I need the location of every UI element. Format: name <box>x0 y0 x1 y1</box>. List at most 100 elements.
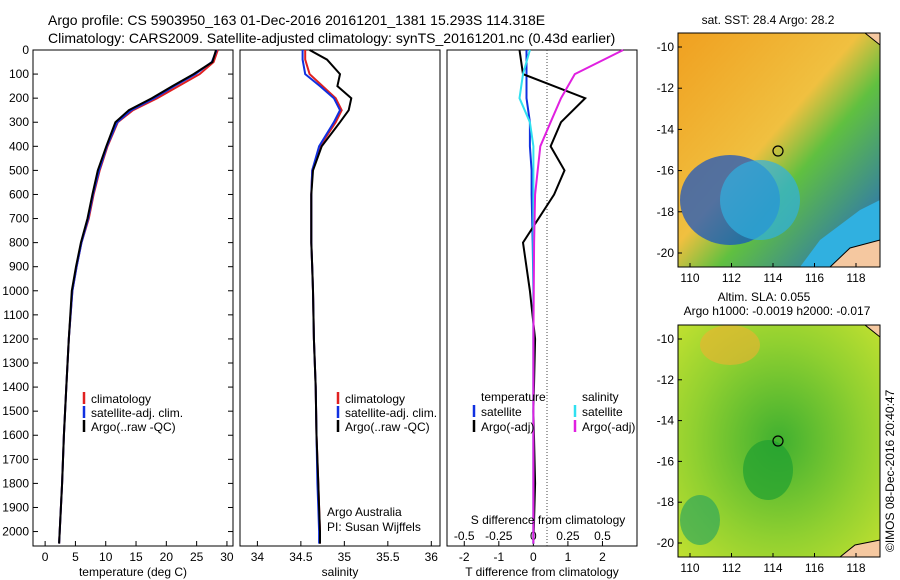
depth-tick-label: 100 <box>9 67 29 81</box>
map-x-tick-label: 110 <box>680 271 699 285</box>
depth-tick-label: 300 <box>9 115 29 129</box>
legend-temperature-title: temperature <box>481 390 546 404</box>
sst-mid-patch <box>720 160 800 240</box>
depth-tick-label: 1400 <box>2 380 29 394</box>
x-tick-label: -1 <box>493 550 504 564</box>
sla-map-title: Altim. SLA: 0.055 <box>718 290 811 304</box>
sla-high-patch <box>700 325 760 365</box>
x-tick-label: 20 <box>160 550 174 564</box>
map-y-tick-label: -10 <box>657 332 675 346</box>
x-tick-label: 36 <box>425 550 439 564</box>
x-tick-label: 2 <box>599 550 606 564</box>
map-x-tick-label: 110 <box>680 561 699 575</box>
depth-tick-label: 600 <box>9 187 29 201</box>
map-x-tick-label: 114 <box>763 271 782 285</box>
salinity-axis-label: salinity <box>322 565 359 579</box>
legend-satellite: satellite-adj. clim. <box>91 406 183 420</box>
depth-tick-label: 1800 <box>2 476 29 490</box>
map-y-tick-label: -14 <box>657 414 675 428</box>
depth-tick-label: 1300 <box>2 356 29 370</box>
legend-argo: Argo(..raw -QC) <box>345 420 430 434</box>
map-y-tick-label: -20 <box>657 246 675 260</box>
credit-pi: PI: Susan Wijffels <box>327 520 421 534</box>
depth-tick-label: 700 <box>9 212 29 226</box>
legend-argo: Argo(..raw -QC) <box>91 420 176 434</box>
x-tick-label: 34 <box>251 550 265 564</box>
legend-s-satellite: satellite <box>582 405 623 419</box>
legend-satellite: satellite-adj. clim. <box>345 406 437 420</box>
map-y-tick-label: -12 <box>657 81 675 95</box>
depth-tick-label: 1700 <box>2 452 29 466</box>
x-tick-label: 35 <box>338 550 352 564</box>
x-tick-label: 25 <box>190 550 204 564</box>
map-y-tick-label: -14 <box>657 122 675 136</box>
legend-climatology: climatology <box>91 392 151 406</box>
map-x-tick-label: 114 <box>763 561 782 575</box>
x-tick-label: -2 <box>459 550 470 564</box>
depth-tick-label: 400 <box>9 139 29 153</box>
temperature-legend: climatology satellite-adj. clim. Argo(..… <box>82 392 183 434</box>
depth-tick-label: 1600 <box>2 428 29 442</box>
legend-t-argo: Argo(-adj) <box>481 420 534 434</box>
figure-title-line2: Climatology: CARS2009. Satellite-adjuste… <box>48 30 616 46</box>
salinity-panel-frame <box>239 49 441 547</box>
depth-tick-label: 0 <box>22 43 29 57</box>
salinity-difference-axis: -0.5 -0.25 0 0.25 0.5 <box>454 529 611 543</box>
depth-tick-label: 2000 <box>2 525 29 539</box>
series-line-salinity-argo-adj- <box>532 49 624 544</box>
temperature-axis-label: temperature (deg C) <box>79 565 187 579</box>
map-x-tick-label: 118 <box>846 561 865 575</box>
sla-map-axes: -10 -12 -14 -16 -18 -20 110 112 114 116 118 <box>657 332 866 575</box>
map-y-tick-label: -10 <box>657 40 675 54</box>
legend-t-satellite: satellite <box>481 405 522 419</box>
map-x-tick-label: 112 <box>722 561 741 575</box>
x-tick-label: 5 <box>72 550 79 564</box>
t-difference-axis-label: T difference from climatology <box>465 565 619 579</box>
x-tick-label: 15 <box>129 550 143 564</box>
s-difference-axis-label: S difference from climatology <box>471 513 626 527</box>
x-tick-label: 34.5 <box>289 550 313 564</box>
sst-map <box>677 32 881 268</box>
depth-tick-label: 200 <box>9 91 29 105</box>
map-y-tick-label: -18 <box>657 495 675 509</box>
x-tick-label: 30 <box>220 550 234 564</box>
map-y-tick-label: -16 <box>657 164 675 178</box>
series-line-argo-raw-qc- <box>309 49 353 544</box>
depth-tick-label: 900 <box>9 260 29 274</box>
salinity-x-axis: 34 34.5 35 35.5 36 <box>251 541 439 564</box>
map-x-tick-label: 116 <box>805 561 824 575</box>
legend-climatology: climatology <box>345 392 405 406</box>
map-y-tick-label: -16 <box>657 454 675 468</box>
imos-timestamp: ©IMOS 08-Dec-2016 20:40:47 <box>883 389 897 552</box>
map-x-tick-label: 118 <box>846 271 865 285</box>
sla-low-patch <box>743 440 793 500</box>
map-x-tick-label: 112 <box>722 271 741 285</box>
series-layer <box>58 49 624 544</box>
depth-tick-label: 1900 <box>2 500 29 514</box>
sla-map <box>677 324 881 558</box>
sla-map-subtitle: Argo h1000: -0.0019 h2000: -0.017 <box>684 304 871 318</box>
difference-legend: temperature salinity satellite Argo(-adj… <box>472 390 635 434</box>
depth-tick-label: 1200 <box>2 332 29 346</box>
sla-map-frame <box>677 324 881 558</box>
depth-tick-label: 1100 <box>3 308 29 322</box>
depth-tick-label: 1500 <box>2 404 29 418</box>
credit-argo-australia: Argo Australia <box>327 505 402 519</box>
depth-tick-label: 800 <box>9 236 29 250</box>
sst-argo-position-marker <box>772 145 784 157</box>
s-tick-label: -0.5 <box>454 529 475 543</box>
x-tick-label: 1 <box>565 550 572 564</box>
x-tick-label: 35.5 <box>376 550 400 564</box>
x-tick-label: 0 <box>42 550 49 564</box>
sst-map-axes: -10 -12 -14 -16 -18 -20 110 112 114 116 118 <box>657 40 866 285</box>
figure-title-line1: Argo profile: CS 5903950_163 01-Dec-2016… <box>48 12 546 28</box>
s-tick-label: 0.5 <box>594 529 611 543</box>
map-y-tick-label: -12 <box>657 373 675 387</box>
x-tick-label: 0 <box>530 550 537 564</box>
depth-tick-label: 500 <box>9 163 29 177</box>
temperature-panel-frame <box>32 49 234 547</box>
map-y-tick-label: -18 <box>657 205 675 219</box>
depth-tick-label: 1000 <box>2 284 29 298</box>
